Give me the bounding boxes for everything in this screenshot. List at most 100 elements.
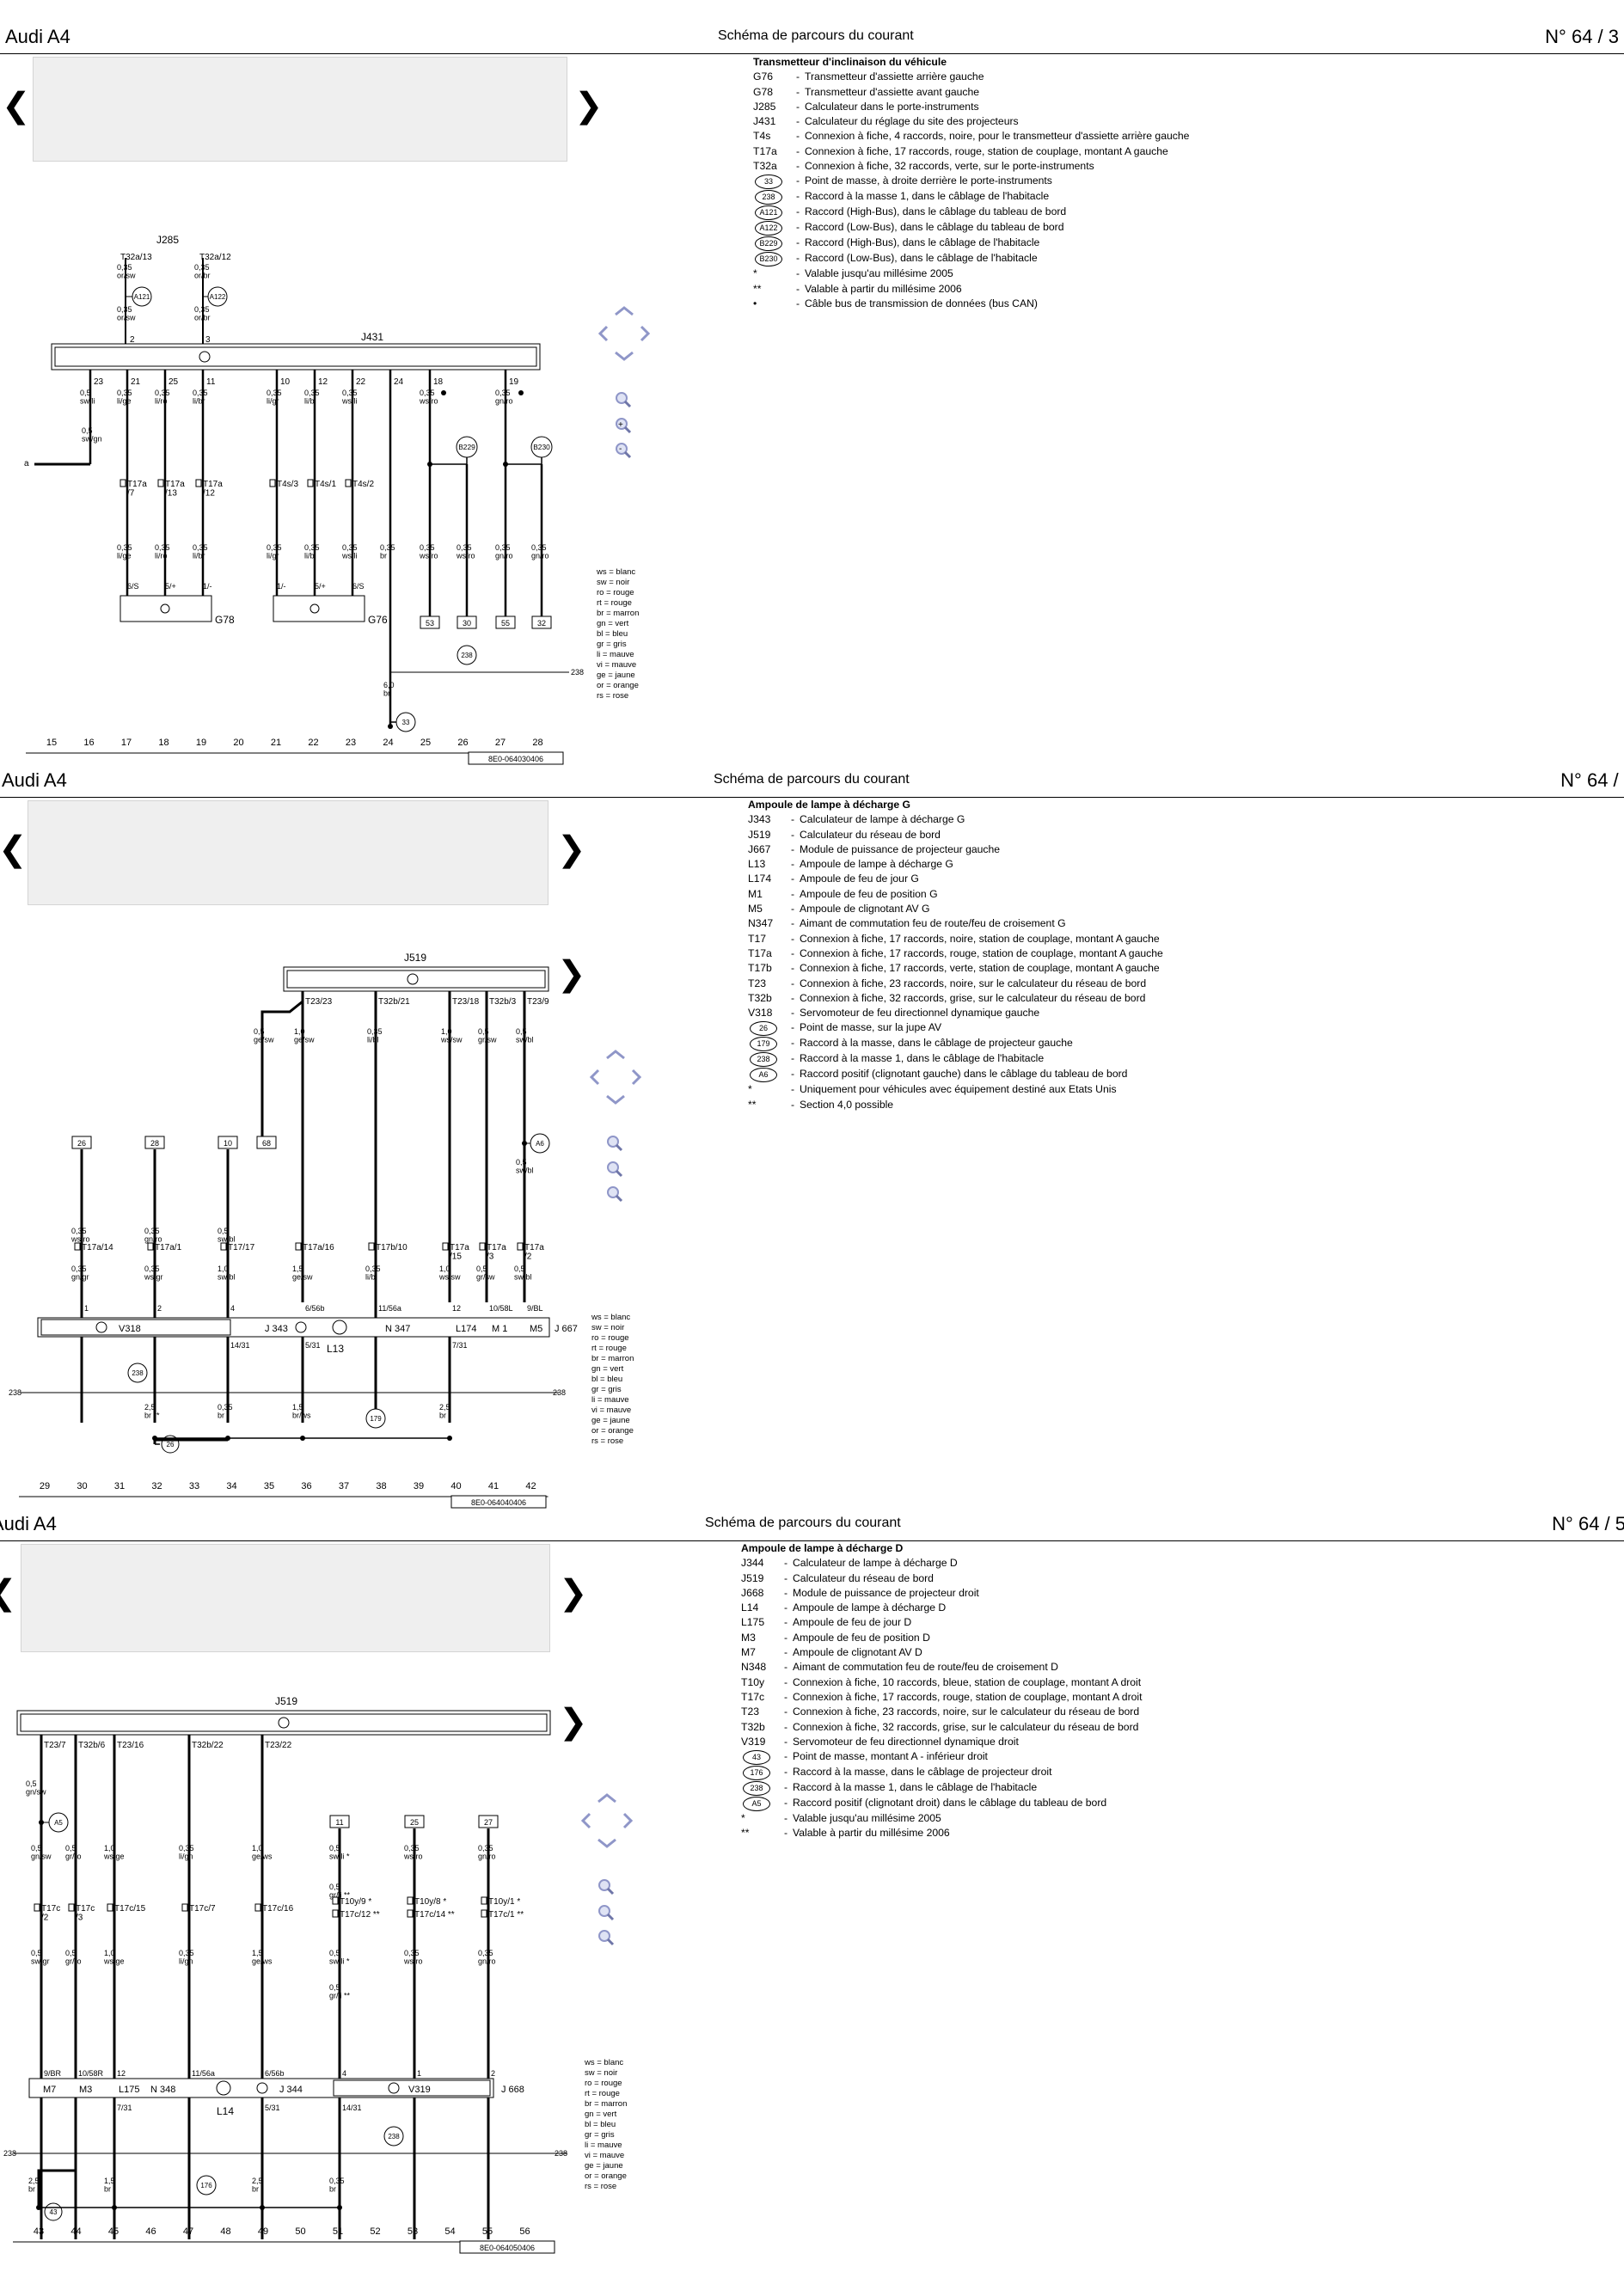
track-number: 36 (301, 1481, 311, 1491)
prev-page-arrow-icon[interactable]: ❮ (2, 87, 31, 125)
ground-point-33-label: 33 (402, 719, 410, 726)
pan-down-icon[interactable] (615, 351, 634, 361)
pin-label: 2 (157, 1304, 162, 1313)
legend-text: Ampoule de lampe à décharge G (800, 858, 953, 871)
legend-code: 238 (750, 1052, 777, 1068)
zoom-out-icon[interactable] (598, 1930, 615, 1946)
pan-down-icon[interactable] (598, 1838, 616, 1848)
ground-node-179-label: 179 (370, 1415, 382, 1423)
wire-spec: 0,35 (117, 543, 132, 552)
legend-text: Transmetteur d'assiette arrière gauche (805, 70, 984, 83)
zoom-out-icon[interactable]: - (616, 443, 632, 459)
pan-right-icon[interactable] (631, 1069, 642, 1086)
legend-item: T32a - Connexion à fiche, 32 raccords, ver… (753, 159, 1189, 174)
legend-text: Ampoule de lampe à décharge D (793, 1601, 947, 1614)
prev-page-arrow-icon[interactable]: ❮ (0, 830, 28, 868)
track-number: 45 (108, 2226, 119, 2237)
ground-node-238-label: 238 (388, 2133, 400, 2140)
pan-right-icon[interactable] (640, 325, 651, 342)
legend-dash: - (783, 1750, 788, 1763)
zoom-in-icon[interactable]: + (616, 418, 632, 434)
track-number: 55 (482, 2226, 493, 2237)
connector-T17a-7: /7 (127, 489, 135, 499)
vehicle-model: Audi A4 (0, 1513, 57, 1534)
legend-item: T17c - Connexion à fiche, 17 raccords, rou… (741, 1690, 1143, 1705)
legend-item: 26- Point de masse, sur la jupe AV (748, 1020, 1163, 1037)
legend-code: 43 (743, 1750, 770, 1766)
legend-dash: - (790, 962, 795, 975)
component-J431: J431 (361, 331, 383, 343)
legend-dash: - (790, 1037, 795, 1050)
legend-code: N348 (741, 1661, 767, 1674)
wire-spec: 0,35 (365, 1265, 381, 1273)
pin-label: 6/56b (305, 1304, 325, 1313)
wire-spec: ws/ro (403, 1957, 423, 1965)
next-page-arrow-icon[interactable]: ❯ (574, 87, 604, 125)
pan-left-icon[interactable] (598, 325, 609, 342)
pan-up-icon[interactable] (598, 1793, 616, 1804)
junction-dot (388, 724, 393, 729)
bus-node-A122-label: A122 (210, 293, 226, 301)
legend-code: 238 (755, 190, 782, 205)
connector-pin (254, 1903, 261, 1912)
wire-spec: ge/ws (252, 1957, 273, 1965)
zoom-icon[interactable] (607, 1136, 623, 1152)
pan-right-icon[interactable] (622, 1812, 634, 1829)
pin-label: 6/S (127, 582, 139, 591)
legend-item: 33 - Point de masse, à droite derrière le … (753, 174, 1189, 190)
next-arrow-icon[interactable]: ❯ (559, 1703, 588, 1741)
pan-up-icon[interactable] (606, 1050, 625, 1060)
image-placeholder (21, 1544, 550, 1652)
legend-code: ** (741, 1827, 750, 1840)
lamp-symbol (332, 1320, 347, 1335)
prev-page-arrow-icon[interactable]: ❮ (0, 1576, 17, 1610)
pin-label: 11 (206, 377, 216, 387)
legend-item: A6- Raccord positif (clignotant gauche) d… (748, 1067, 1163, 1083)
legend-text: Raccord à la masse, dans le câblage de p… (793, 1766, 1052, 1779)
legend-text: Raccord à la masse, dans le câblage de p… (800, 1037, 1073, 1050)
connector-pin (157, 479, 164, 487)
pin-label: 14/31 (342, 2104, 362, 2112)
zoom-out-icon[interactable] (607, 1186, 623, 1203)
page-title: Schéma de parcours du courant (714, 772, 910, 787)
reference-box-label: 53 (426, 619, 434, 628)
wire-spec: br (28, 2184, 35, 2193)
next-page-arrow-icon[interactable]: ❯ (557, 830, 586, 868)
zoom-icon[interactable] (616, 392, 632, 408)
next-page-arrow-icon[interactable]: ❯ (559, 1574, 588, 1612)
pan-down-icon[interactable] (606, 1094, 625, 1105)
wire-spec: 0,35 (179, 1844, 194, 1853)
wire-spec: li/bl (304, 551, 316, 560)
track-number: 33 (189, 1481, 199, 1491)
zoom-icon[interactable] (598, 1879, 615, 1895)
legend-item: ** - Valable à partir du millésime 2006 (753, 282, 1189, 297)
pan-left-icon[interactable] (589, 1069, 600, 1086)
wire-spec: ws/li (341, 551, 358, 560)
connector-T17c-1: T17c/1 ** (488, 1910, 524, 1920)
legend-dash: - (790, 828, 795, 841)
legend-dash: - (795, 297, 800, 309)
wire-spec: gr/li ** (329, 1890, 351, 1899)
servo-V319 (333, 2079, 491, 2097)
pin-label: T23/18 (452, 997, 480, 1007)
pin-label: 21 (131, 377, 141, 387)
power-module-J668 (28, 2078, 494, 2098)
pan-up-icon[interactable] (615, 306, 634, 316)
next-arrow-icon[interactable]: ❯ (557, 955, 586, 993)
wire-spec: sw/li * (329, 1957, 350, 1965)
legend-code: N347 (748, 917, 774, 930)
colour-code-entry: sw = noir (597, 578, 629, 587)
pan-left-icon[interactable] (580, 1812, 591, 1829)
zoom-in-icon[interactable] (598, 1905, 615, 1921)
ground-label: 238 (555, 2149, 567, 2158)
colour-code-entry: gr = gris (591, 1385, 622, 1394)
pin-label: 1/- (203, 582, 212, 591)
pin-label: 7/31 (452, 1341, 468, 1350)
wire-spec: br ** (144, 1411, 160, 1419)
legend-text: Point de masse, sur la jupe AV (800, 1021, 942, 1034)
legend-code: L174 (748, 873, 772, 885)
wire-spec: sw/gr (31, 1957, 50, 1965)
zoom-in-icon[interactable] (607, 1161, 623, 1178)
connector-pin (479, 1242, 486, 1251)
